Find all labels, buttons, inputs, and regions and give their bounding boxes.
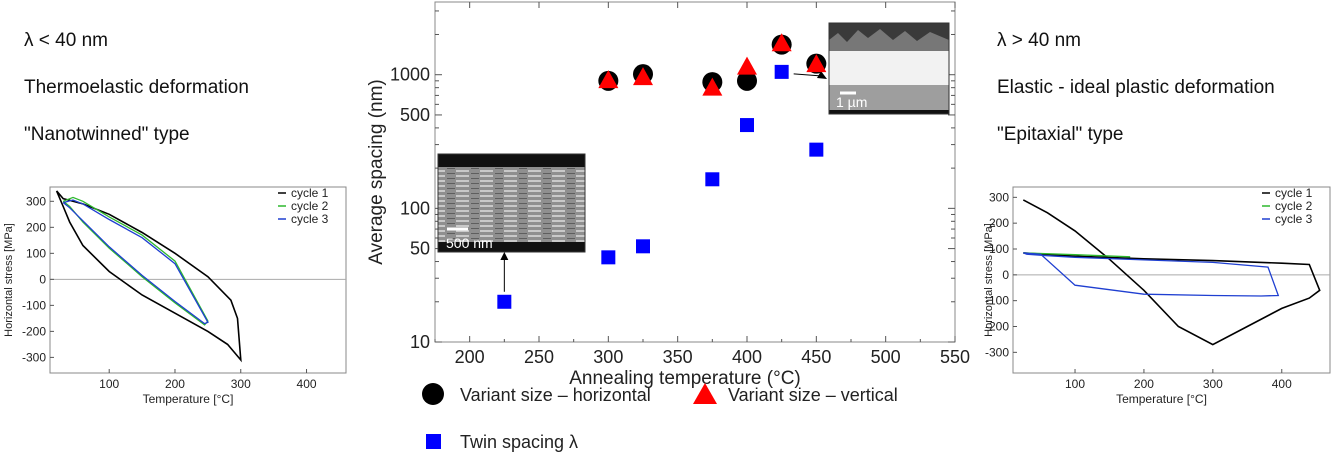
main-x-tick-label: 200 bbox=[455, 347, 485, 367]
right-series-2-line bbox=[1023, 252, 1131, 258]
left-y-axis-label: Horizontal stress [MPa] bbox=[3, 223, 15, 337]
left-lambda-condition: λ < 40 nm bbox=[24, 30, 108, 51]
legend-variant-horizontal-label: Variant size – horizontal bbox=[460, 385, 651, 405]
left-x-tick-label: 300 bbox=[231, 377, 251, 391]
right-x-tick-label: 300 bbox=[1203, 377, 1223, 391]
twin-spacing-point bbox=[809, 142, 824, 157]
right-series-1-line bbox=[1022, 199, 1321, 346]
right-type-label: "Epitaxial" type bbox=[997, 124, 1124, 145]
legend-variant-horizontal-marker bbox=[422, 383, 444, 405]
left-x-tick-label: 100 bbox=[99, 377, 119, 391]
right-y-tick-label: -300 bbox=[985, 345, 1009, 359]
right-inset-scale-label: 1 µm bbox=[836, 94, 867, 110]
right-x-tick-label: 100 bbox=[1065, 377, 1085, 391]
variant-vertical-point bbox=[598, 70, 619, 89]
right-inset-arrow-line bbox=[793, 73, 823, 77]
twin-spacing-point bbox=[740, 118, 754, 133]
left-deformation-label: Thermoelastic deformation bbox=[24, 77, 249, 98]
variant-vertical-point bbox=[771, 33, 792, 52]
right-y-tick-label: -100 bbox=[985, 294, 1009, 308]
left-inset-frame bbox=[437, 153, 586, 253]
twin-spacing-point bbox=[497, 294, 512, 309]
right-x-axis-label: Temperature [°C] bbox=[1116, 392, 1207, 406]
right-legend-label: cycle 3 bbox=[1275, 212, 1313, 226]
right-inset-film-layer bbox=[829, 51, 949, 85]
right-deformation-label: Elastic - ideal plastic deformation bbox=[997, 77, 1275, 98]
main-y-tick-label: 10 bbox=[410, 332, 430, 352]
right-y-tick-label: 0 bbox=[1002, 268, 1009, 282]
main-x-tick-label: 400 bbox=[732, 347, 762, 367]
twin-spacing-point bbox=[601, 250, 616, 265]
left-y-tick-label: 0 bbox=[39, 272, 46, 286]
right-inset-rough-layer bbox=[829, 29, 949, 51]
right-legend-label: cycle 1 bbox=[1275, 186, 1313, 200]
twin-spacing-point bbox=[774, 64, 789, 79]
left-legend-label: cycle 2 bbox=[291, 199, 329, 213]
legend-variant-vertical-marker bbox=[693, 383, 717, 404]
left-x-tick-label: 400 bbox=[297, 377, 317, 391]
left-plot-frame bbox=[49, 186, 347, 374]
variant-vertical-point bbox=[702, 77, 723, 96]
right-inset-arrow-head bbox=[817, 71, 827, 79]
legend-variant-vertical-label: Variant size – vertical bbox=[728, 385, 898, 405]
main-y-tick-label: 50 bbox=[410, 239, 430, 259]
right-y-tick-label: 100 bbox=[989, 242, 1009, 256]
right-series-3-line bbox=[1023, 252, 1280, 297]
main-x-tick-label: 300 bbox=[593, 347, 623, 367]
main-x-tick-label: 550 bbox=[940, 347, 970, 367]
main-plot-frame bbox=[434, 1, 956, 343]
main-x-tick-label: 250 bbox=[524, 347, 554, 367]
main-x-tick-label: 450 bbox=[801, 347, 831, 367]
left-x-axis-label: Temperature [°C] bbox=[143, 392, 234, 406]
left-y-tick-label: 100 bbox=[26, 246, 46, 260]
left-legend-label: cycle 3 bbox=[291, 212, 329, 226]
variant-vertical-point bbox=[633, 67, 653, 86]
left-y-tick-label: -200 bbox=[22, 324, 46, 338]
legend-twin-spacing-label: Twin spacing λ bbox=[460, 432, 578, 452]
right-y-tick-label: 200 bbox=[989, 216, 1009, 230]
left-inset-bottom-band bbox=[438, 242, 585, 252]
main-x-tick-label: 500 bbox=[871, 347, 901, 367]
main-y-tick-label: 1000 bbox=[390, 65, 430, 85]
variant-horizontal-point bbox=[737, 70, 757, 91]
right-y-tick-label: -200 bbox=[985, 320, 1009, 334]
left-type-label: "Nanotwinned" type bbox=[24, 124, 190, 145]
right-inset-substrate bbox=[829, 85, 949, 110]
right-inset-base bbox=[829, 110, 949, 114]
left-inset-scale-label: 500 nm bbox=[446, 235, 493, 251]
left-y-tick-label: -300 bbox=[22, 350, 46, 364]
right-plot-frame bbox=[1012, 186, 1331, 374]
right-x-tick-label: 200 bbox=[1134, 377, 1154, 391]
left-legend-label: cycle 1 bbox=[291, 186, 329, 200]
main-y-axis-label: Average spacing (nm) bbox=[366, 79, 387, 265]
left-series-1-line bbox=[55, 190, 242, 363]
variant-vertical-point bbox=[737, 56, 757, 75]
main-y-tick-label: 100 bbox=[400, 198, 430, 218]
variant-vertical-point bbox=[806, 54, 827, 73]
left-inset-top-band bbox=[438, 154, 585, 167]
right-legend-label: cycle 2 bbox=[1275, 199, 1313, 213]
left-series-3-line bbox=[62, 199, 209, 325]
main-x-axis-label: Annealing temperature (°C) bbox=[569, 368, 801, 389]
right-y-axis-label: Horizontal stress [MPa] bbox=[983, 223, 995, 337]
left-y-tick-label: 300 bbox=[26, 194, 46, 208]
right-y-tick-label: 300 bbox=[989, 190, 1009, 204]
left-x-tick-label: 200 bbox=[165, 377, 185, 391]
right-x-tick-label: 400 bbox=[1272, 377, 1292, 391]
right-lambda-condition: λ > 40 nm bbox=[997, 30, 1081, 51]
twin-spacing-point bbox=[636, 239, 650, 254]
legend-twin-spacing-marker bbox=[426, 434, 441, 449]
right-inset-frame bbox=[828, 22, 950, 115]
left-y-tick-label: -100 bbox=[22, 298, 46, 312]
main-y-tick-label: 500 bbox=[400, 105, 430, 125]
left-inset-arrow-head bbox=[500, 252, 509, 260]
main-x-tick-label: 350 bbox=[663, 347, 693, 367]
left-y-tick-label: 200 bbox=[26, 220, 46, 234]
twin-spacing-point bbox=[705, 172, 720, 187]
